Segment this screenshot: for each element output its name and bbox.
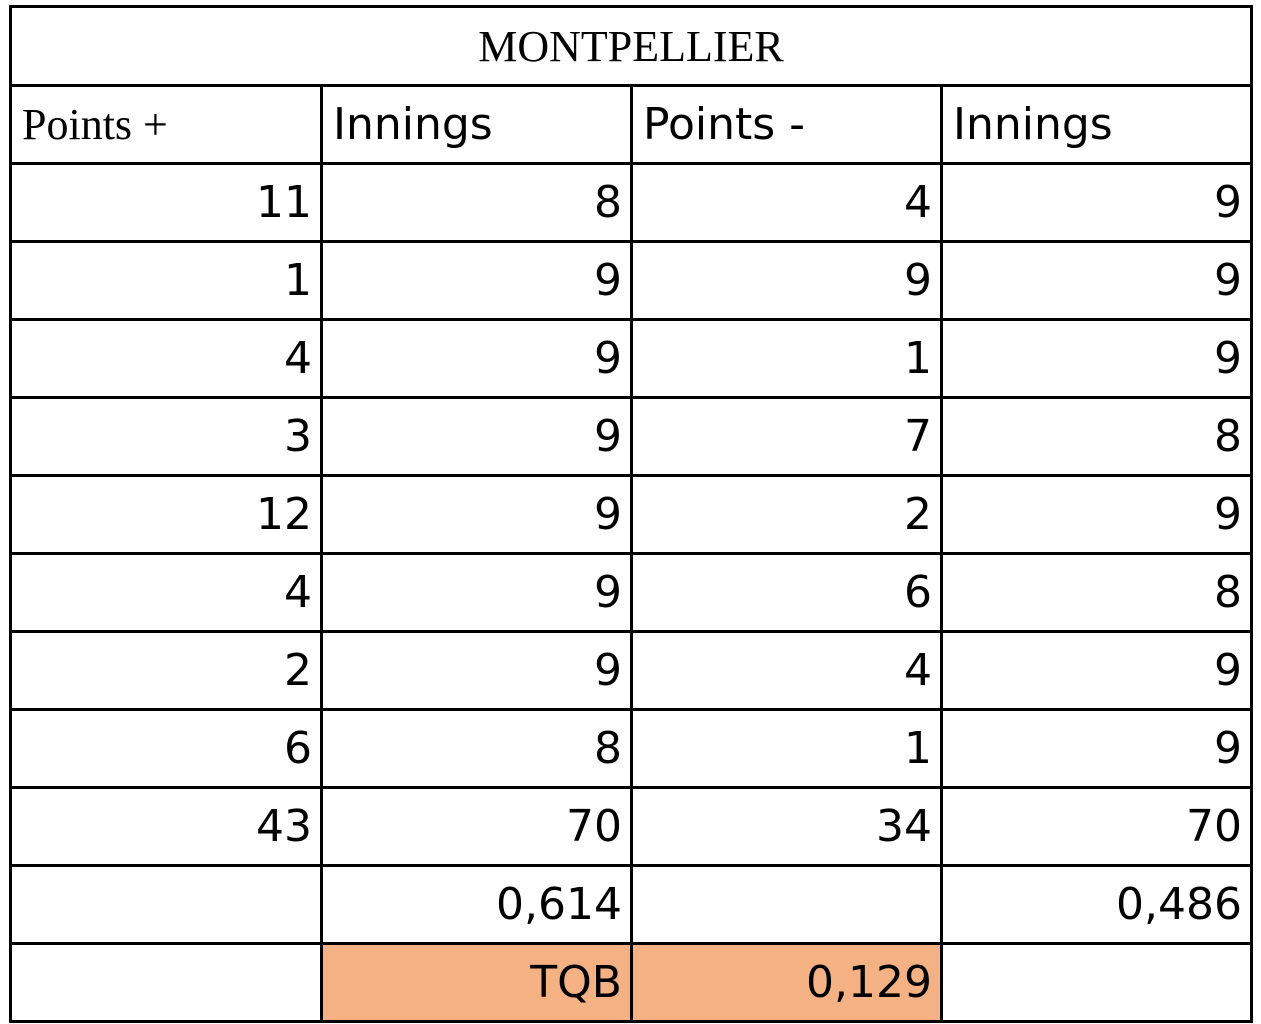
- next-column-edge: [1250, 5, 1261, 1017]
- cell-points-minus[interactable]: 1: [630, 318, 943, 399]
- total-points-minus[interactable]: 34: [630, 786, 943, 867]
- cell-points-minus[interactable]: 4: [630, 162, 943, 243]
- ratio-row: 0,614 0,486: [9, 864, 1253, 945]
- cell-points-plus[interactable]: 4: [9, 318, 323, 399]
- total-points-plus[interactable]: 43: [9, 786, 323, 867]
- table-row: 4 9 6 8: [9, 552, 1253, 633]
- cell-points-minus[interactable]: 9: [630, 240, 943, 321]
- cell-innings-against[interactable]: 9: [940, 474, 1253, 555]
- tqb-row: TQB 0,129: [9, 942, 1253, 1023]
- header-innings-for[interactable]: Innings: [320, 84, 633, 165]
- cell-points-plus[interactable]: 1: [9, 240, 323, 321]
- cell-innings-against[interactable]: 9: [940, 630, 1253, 711]
- cell-points-minus[interactable]: 6: [630, 552, 943, 633]
- tqb-value-cell[interactable]: 0,129: [630, 942, 943, 1023]
- cell-points-minus[interactable]: 2: [630, 474, 943, 555]
- table-row: 1 9 9 9: [9, 240, 1253, 321]
- table-row: 11 8 4 9: [9, 162, 1253, 243]
- tqb-label-cell[interactable]: TQB: [320, 942, 633, 1023]
- cell-points-plus[interactable]: 4: [9, 552, 323, 633]
- cell-innings-for[interactable]: 9: [320, 630, 633, 711]
- cell-innings-for[interactable]: 9: [320, 240, 633, 321]
- table-row: 12 9 2 9: [9, 474, 1253, 555]
- cell-innings-for[interactable]: 9: [320, 396, 633, 477]
- cell-points-minus[interactable]: 4: [630, 630, 943, 711]
- total-innings-against[interactable]: 70: [940, 786, 1253, 867]
- cell-innings-against[interactable]: 8: [940, 396, 1253, 477]
- cell-innings-for[interactable]: 8: [320, 708, 633, 789]
- team-title-cell[interactable]: MONTPELLIER: [9, 5, 1253, 87]
- cell-innings-against[interactable]: 8: [940, 552, 1253, 633]
- cell-innings-for[interactable]: 8: [320, 162, 633, 243]
- cell-points-plus[interactable]: 3: [9, 396, 323, 477]
- header-points-minus[interactable]: Points -: [630, 84, 943, 165]
- total-innings-for[interactable]: 70: [320, 786, 633, 867]
- cell-innings-against[interactable]: 9: [940, 708, 1253, 789]
- cell-points-plus[interactable]: 2: [9, 630, 323, 711]
- score-table: MONTPELLIER Points + Innings Points - In…: [9, 5, 1253, 1023]
- title-row: MONTPELLIER: [9, 5, 1253, 87]
- cell-innings-against[interactable]: 9: [940, 240, 1253, 321]
- cell-innings-for[interactable]: 9: [320, 552, 633, 633]
- cell-innings-against[interactable]: 9: [940, 162, 1253, 243]
- ratio-against-cell[interactable]: 0,486: [940, 864, 1253, 945]
- cell-innings-for[interactable]: 9: [320, 318, 633, 399]
- table-row: 4 9 1 9: [9, 318, 1253, 399]
- header-row: Points + Innings Points - Innings: [9, 84, 1253, 165]
- header-innings-against[interactable]: Innings: [940, 84, 1253, 165]
- cell-innings-against[interactable]: 9: [940, 318, 1253, 399]
- table-row: 6 8 1 9: [9, 708, 1253, 789]
- empty-cell[interactable]: [630, 864, 943, 945]
- empty-cell[interactable]: [9, 942, 323, 1023]
- empty-cell[interactable]: [940, 942, 1253, 1023]
- cell-points-minus[interactable]: 7: [630, 396, 943, 477]
- totals-row: 43 70 34 70: [9, 786, 1253, 867]
- cell-points-plus[interactable]: 12: [9, 474, 323, 555]
- ratio-for-cell[interactable]: 0,614: [320, 864, 633, 945]
- cell-points-minus[interactable]: 1: [630, 708, 943, 789]
- cell-innings-for[interactable]: 9: [320, 474, 633, 555]
- cell-points-plus[interactable]: 11: [9, 162, 323, 243]
- table-row: 3 9 7 8: [9, 396, 1253, 477]
- header-points-plus[interactable]: Points +: [9, 84, 323, 165]
- empty-cell[interactable]: [9, 864, 323, 945]
- table-row: 2 9 4 9: [9, 630, 1253, 711]
- cell-points-plus[interactable]: 6: [9, 708, 323, 789]
